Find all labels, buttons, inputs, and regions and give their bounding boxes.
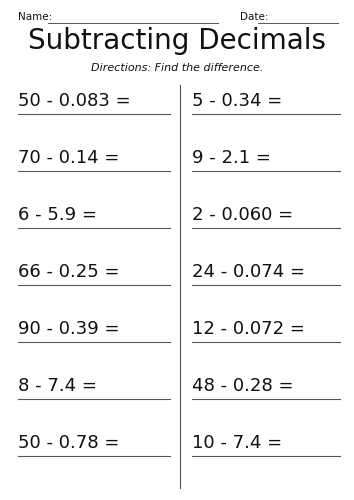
- Text: Date:: Date:: [240, 12, 268, 22]
- Text: Directions: Find the difference.: Directions: Find the difference.: [91, 63, 263, 73]
- Text: 12 - 0.072 =: 12 - 0.072 =: [192, 320, 305, 338]
- Text: 9 - 2.1 =: 9 - 2.1 =: [192, 149, 271, 167]
- Text: 48 - 0.28 =: 48 - 0.28 =: [192, 377, 293, 395]
- Text: 8 - 7.4 =: 8 - 7.4 =: [18, 377, 97, 395]
- Text: 24 - 0.074 =: 24 - 0.074 =: [192, 263, 305, 281]
- Text: 70 - 0.14 =: 70 - 0.14 =: [18, 149, 119, 167]
- Text: 5 - 0.34 =: 5 - 0.34 =: [192, 92, 282, 110]
- Text: 2 - 0.060 =: 2 - 0.060 =: [192, 206, 293, 224]
- Text: 10 - 7.4 =: 10 - 7.4 =: [192, 434, 282, 452]
- Text: Subtracting Decimals: Subtracting Decimals: [28, 27, 326, 55]
- Text: 50 - 0.083 =: 50 - 0.083 =: [18, 92, 131, 110]
- Text: Name:: Name:: [18, 12, 52, 22]
- Text: 90 - 0.39 =: 90 - 0.39 =: [18, 320, 120, 338]
- Text: 6 - 5.9 =: 6 - 5.9 =: [18, 206, 97, 224]
- Text: 66 - 0.25 =: 66 - 0.25 =: [18, 263, 120, 281]
- Text: 50 - 0.78 =: 50 - 0.78 =: [18, 434, 119, 452]
